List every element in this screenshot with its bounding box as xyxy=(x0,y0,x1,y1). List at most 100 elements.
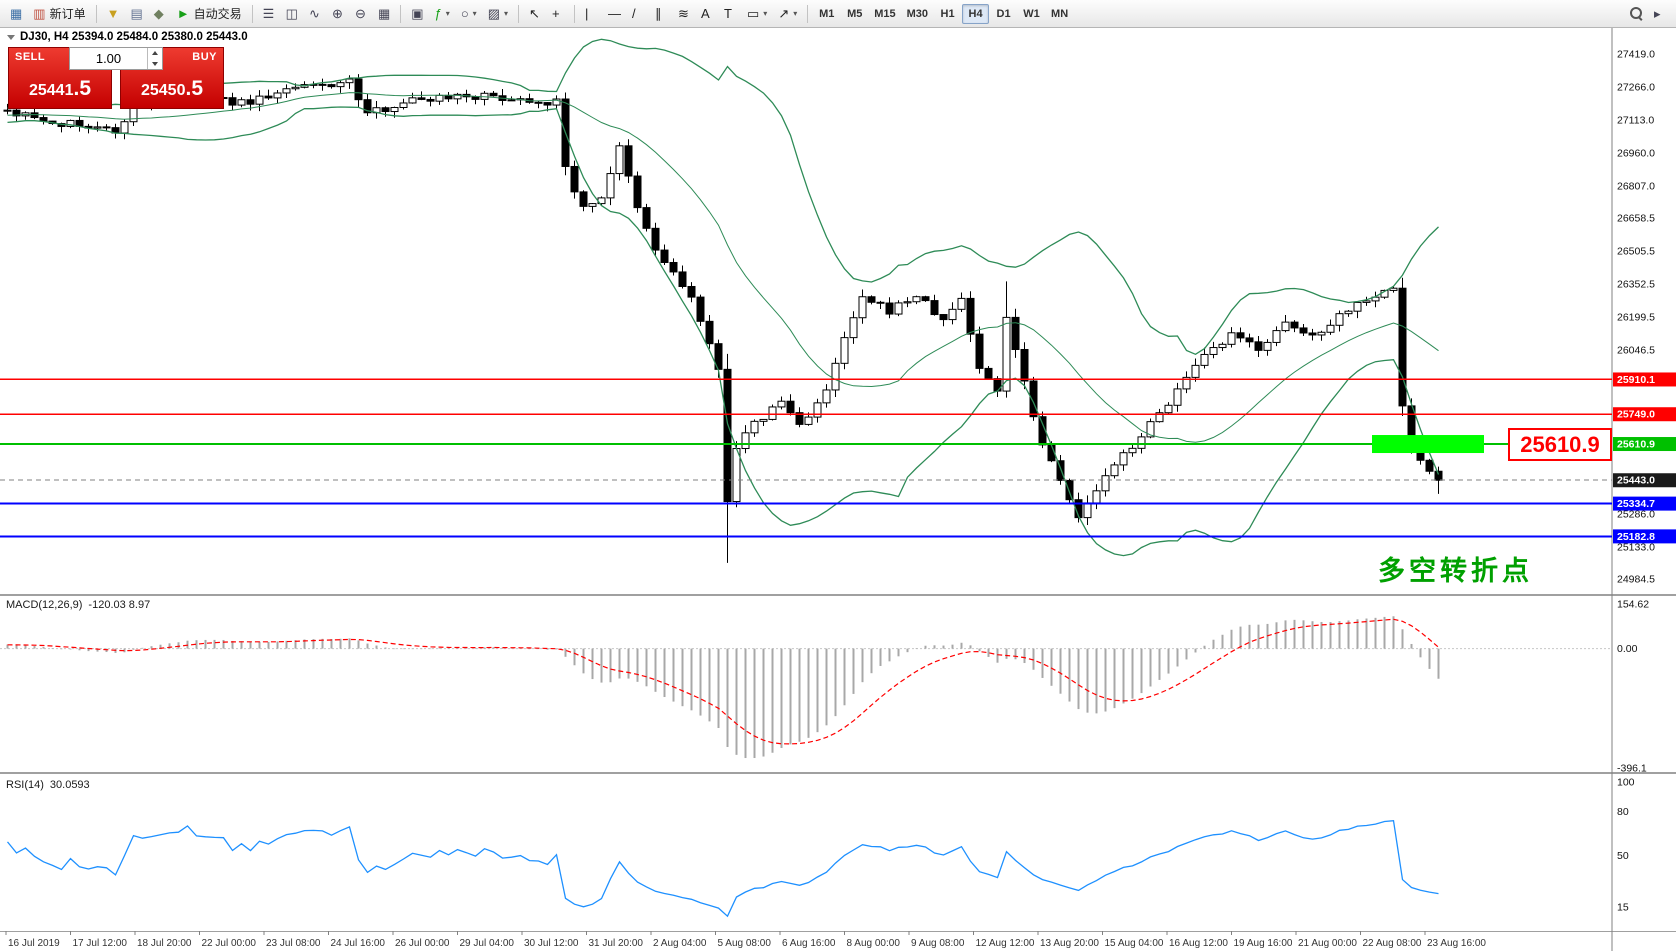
grid-button[interactable]: ▦ xyxy=(373,3,395,25)
macd-histogram-bar xyxy=(861,648,864,683)
timeframe-mn[interactable]: MN xyxy=(1051,7,1069,20)
time-axis-label: 17 Jul 12:00 xyxy=(73,938,128,949)
macd-histogram-bar xyxy=(978,648,981,652)
candle-body xyxy=(237,99,246,106)
timeframe-h4[interactable]: H4 xyxy=(962,3,990,24)
new-order-button[interactable]: ▥ 新订单 xyxy=(28,3,90,25)
level-highlight-rect[interactable] xyxy=(1372,435,1484,454)
horizontal-line-button[interactable]: — xyxy=(603,3,626,25)
time-axis-label: 12 Aug 12:00 xyxy=(976,938,1035,949)
macd-histogram-bar xyxy=(933,645,936,649)
level-price-callout[interactable]: 25610.9 xyxy=(1508,428,1612,461)
macd-histogram-bar xyxy=(384,647,387,649)
macd-histogram-bar xyxy=(816,648,819,733)
cursor-button[interactable]: ↖ xyxy=(524,3,546,25)
arrows-button[interactable]: ↗ ▾ xyxy=(773,3,802,25)
macd-histogram-bar xyxy=(1212,639,1215,649)
timeframe-m30[interactable]: M30 xyxy=(906,7,929,20)
terminal-icon[interactable]: ▤ xyxy=(125,3,147,25)
macd-histogram-bar xyxy=(447,648,450,649)
channel-button[interactable]: ∥ xyxy=(650,3,672,25)
candle-body xyxy=(1128,447,1137,454)
timeframe-d1[interactable]: D1 xyxy=(996,7,1011,20)
timeframe-m5[interactable]: M5 xyxy=(847,7,863,20)
autotrading-button[interactable]: ► 自动交易 xyxy=(172,3,247,25)
templates-button[interactable]: ▨ ▾ xyxy=(483,3,513,25)
collapse-panel-icon[interactable] xyxy=(7,34,15,40)
annotation-text[interactable]: 多空转折点 xyxy=(1378,556,1533,586)
chart-background xyxy=(0,28,1676,951)
candle-body xyxy=(327,84,336,88)
timeframe-h1[interactable]: H1 xyxy=(940,7,955,20)
tile-windows-button[interactable]: ▣ xyxy=(406,3,428,25)
timeframe-m1[interactable]: M1 xyxy=(819,7,835,20)
candle-body xyxy=(768,406,777,420)
macd-histogram-bar xyxy=(618,648,621,679)
macd-histogram-bar xyxy=(528,648,531,650)
bollinger-upper-band xyxy=(7,38,1439,356)
lot-size-value[interactable]: 1.00 xyxy=(95,51,122,66)
candle-body xyxy=(903,301,912,304)
macd-histogram-bar xyxy=(663,648,666,698)
text-label-button[interactable]: T xyxy=(719,3,741,25)
candle-body xyxy=(102,126,111,129)
candle-body xyxy=(1209,347,1218,355)
periods-button[interactable]: ○ ▾ xyxy=(456,3,482,25)
macd-histogram-bar xyxy=(303,639,306,649)
candle-body xyxy=(1335,313,1344,326)
macd-histogram-bar xyxy=(708,648,711,722)
macd-histogram-bar xyxy=(1005,648,1008,659)
macd-histogram-bar xyxy=(735,648,738,755)
vertical-line-button[interactable]: | xyxy=(580,3,602,25)
macd-histogram-bar xyxy=(249,642,252,649)
rsi-layer xyxy=(6,819,1439,918)
lot-increase-button[interactable] xyxy=(148,48,162,59)
macd-histogram-bar xyxy=(798,648,801,742)
bar-chart-type-button[interactable]: ☰ xyxy=(258,3,280,25)
macd-histogram-bar xyxy=(564,648,567,657)
candle-body xyxy=(813,402,822,418)
candle-body xyxy=(831,362,840,391)
timeframe-m15[interactable]: M15 xyxy=(874,7,896,20)
macd-histogram-bar xyxy=(879,648,882,666)
macd-histogram-bar xyxy=(24,645,27,649)
strategy-tester-icon[interactable]: ◆ xyxy=(149,3,171,25)
candle-body xyxy=(453,93,462,100)
fibonacci-button[interactable]: ≋ xyxy=(673,3,695,25)
zoom-in-button[interactable]: ⊕ xyxy=(327,3,349,25)
candle-body xyxy=(1119,452,1128,466)
price-axis-badge-label: 25443.0 xyxy=(1617,475,1655,487)
trendline-button[interactable]: / xyxy=(627,3,649,25)
shapes-button[interactable]: ▭ ▾ xyxy=(742,3,772,25)
crosshair-button[interactable]: + xyxy=(547,3,569,25)
candle-body xyxy=(1182,376,1191,390)
indicator-funnel-icon[interactable]: ▼ xyxy=(102,3,125,25)
timeframe-w1[interactable]: W1 xyxy=(1023,7,1040,20)
candle-body xyxy=(795,412,804,425)
candle-body xyxy=(1011,316,1020,350)
zoom-out-button[interactable]: ⊖ xyxy=(350,3,372,25)
panel-separator[interactable] xyxy=(0,772,1676,774)
macd-histogram-bar xyxy=(492,647,495,649)
main-chart-layer xyxy=(0,38,1612,563)
lot-size-input[interactable]: 1.00 xyxy=(69,47,163,70)
sell-button[interactable]: SELL 25441.5 xyxy=(8,47,112,109)
candle-body xyxy=(1398,287,1407,407)
candle-body xyxy=(1056,460,1065,481)
chevron-down-icon: ▾ xyxy=(763,9,768,18)
macd-histogram-bar xyxy=(753,648,756,759)
panel-separator[interactable] xyxy=(0,594,1676,596)
macd-histogram-bar xyxy=(339,638,342,649)
search-button[interactable] xyxy=(1625,3,1648,25)
line-chart-type-button[interactable]: ∿ xyxy=(304,3,326,25)
candlestick-type-button[interactable]: ◫ xyxy=(281,3,303,25)
text-button[interactable]: A xyxy=(696,3,718,25)
indicators-button[interactable]: ƒ ▾ xyxy=(430,3,455,25)
indicator-funnel-icon-icon: ▼ xyxy=(106,6,120,21)
panel-separator[interactable] xyxy=(0,931,1676,932)
candle-body xyxy=(633,175,642,209)
quick-panel-button[interactable]: ▸ xyxy=(1649,3,1671,25)
candle-body xyxy=(1155,412,1164,423)
candle-body xyxy=(264,95,273,99)
lot-decrease-button[interactable] xyxy=(148,59,162,70)
